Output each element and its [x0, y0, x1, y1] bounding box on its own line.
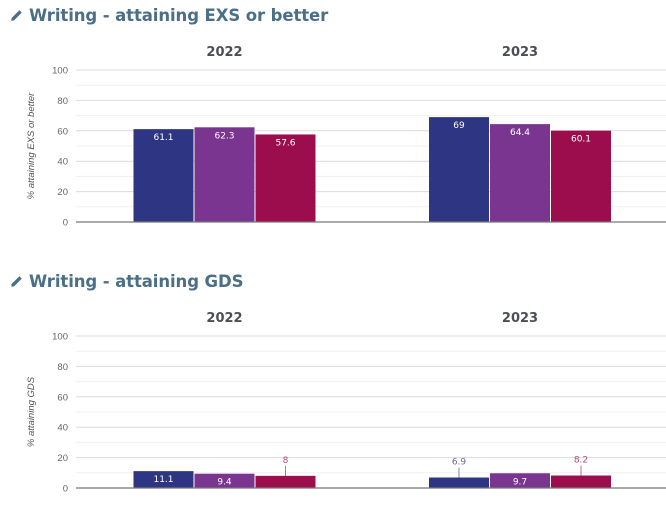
data-label: 9.7	[513, 477, 527, 487]
chart-gds: 0 20 40 60 80 100 % attaining GDS 2022 11.1 9.4 8 2…	[26, 311, 666, 495]
data-label: 62.3	[214, 131, 234, 141]
bar	[490, 473, 550, 488]
data-label: 8.2	[574, 456, 588, 466]
facet-title: 2023	[502, 311, 538, 326]
pencil-icon	[11, 10, 22, 21]
bar	[194, 473, 255, 488]
data-label: 60.1	[571, 135, 591, 145]
y-tick-label: 40	[57, 423, 68, 434]
data-label: 6.9	[452, 458, 467, 468]
y-tick-label: 60	[57, 126, 68, 137]
data-label: 8	[283, 456, 289, 466]
y-axis-label: % attaining EXS or better	[26, 92, 37, 200]
bar	[133, 129, 194, 222]
bar	[429, 477, 489, 488]
bar	[551, 475, 611, 488]
bar	[429, 117, 489, 222]
facet-title: 2022	[206, 311, 242, 326]
chart-exs: 0 20 40 60 80 100 % attaining EXS or better 202…	[26, 45, 666, 229]
chart-section-gds: 0 20 40 60 80 100 % attaining GDS 2022 11.1 9.4 8 2…	[0, 266, 666, 516]
bar	[255, 475, 316, 488]
bar	[490, 124, 550, 222]
data-label: 61.1	[153, 133, 173, 143]
facet-title: 2023	[502, 45, 538, 60]
section-title-gds: Writing - attaining GDS	[10, 272, 243, 291]
data-label: 69	[453, 121, 465, 131]
bar	[133, 471, 194, 488]
y-tick-label: 100	[52, 66, 68, 77]
data-label: 9.4	[217, 478, 232, 488]
section-title-text: Writing - attaining GDS	[29, 272, 244, 291]
bar	[255, 134, 316, 222]
data-label: 64.4	[510, 128, 530, 138]
data-label: 57.6	[275, 138, 295, 148]
section-title-exs: Writing - attaining EXS or better	[10, 6, 328, 25]
section-title-text: Writing - attaining EXS or better	[29, 6, 329, 25]
facet-title: 2022	[206, 45, 242, 60]
bar	[551, 130, 611, 222]
y-tick-label: 40	[57, 157, 68, 168]
chart-section-exs: 0 20 40 60 80 100 % attaining EXS or better 202…	[0, 0, 666, 250]
y-tick-label: 80	[57, 96, 68, 107]
y-tick-label: 0	[63, 218, 68, 229]
y-tick-label: 20	[57, 187, 68, 198]
bar	[194, 127, 255, 222]
data-label: 11.1	[153, 475, 173, 485]
y-axis-label: % attaining GDS	[26, 376, 37, 447]
y-tick-label: 80	[57, 362, 68, 373]
pencil-icon	[11, 276, 22, 287]
y-tick-label: 0	[63, 484, 68, 495]
y-tick-label: 20	[57, 453, 68, 464]
y-tick-label: 100	[52, 332, 68, 343]
y-tick-label: 60	[57, 392, 68, 403]
